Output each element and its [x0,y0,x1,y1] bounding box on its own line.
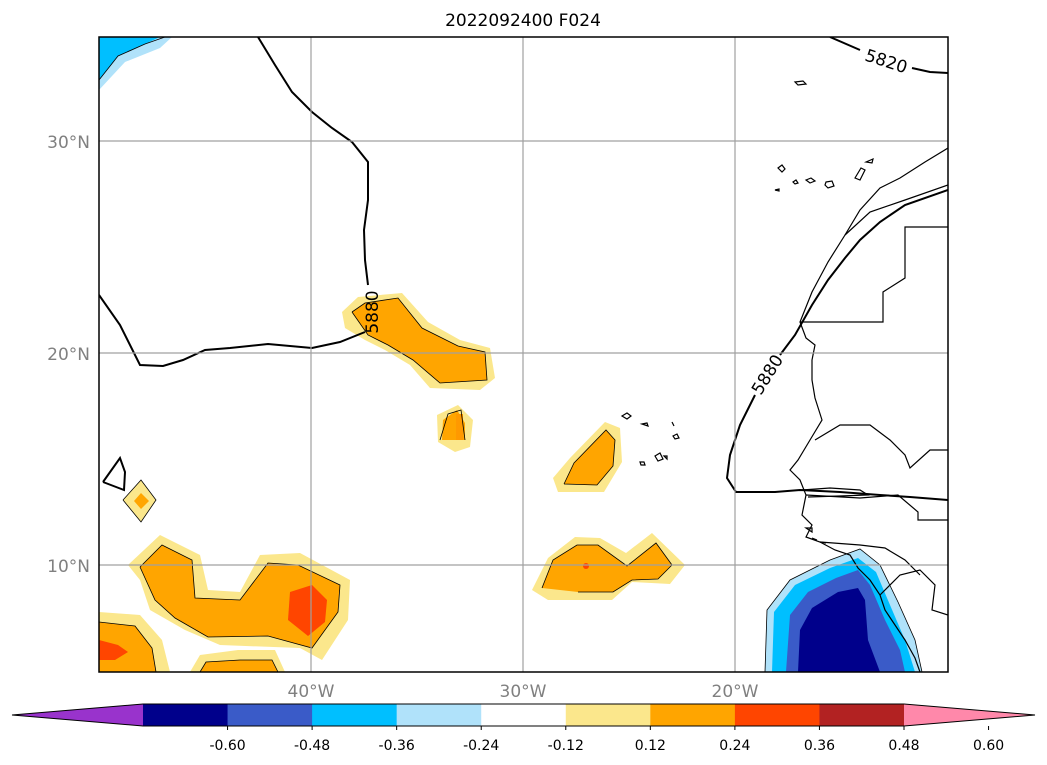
colorbar-tick-label: 0.48 [888,738,919,754]
colorbar-tick-label: -0.24 [463,738,499,754]
colorbar-tick-label: 0.24 [719,738,750,754]
anomaly-red [583,563,589,569]
anomaly-navy [798,588,880,672]
border-gambia [801,487,870,498]
colorbar-tick-label: 0.12 [635,738,666,754]
anomaly-orange [352,298,487,383]
anomaly-blob-bottom [190,650,285,672]
colorbar-segment [396,704,482,726]
graticule [99,37,948,672]
colorbar-segment [227,704,313,726]
lon-label-40w: 40°W [288,682,335,702]
colorbar-extend-high [904,704,1035,726]
colorbar-outline [11,703,1036,727]
colorbar-segment [819,704,905,726]
border-senegal [814,424,948,470]
coastlines [620,80,948,672]
anomaly-negative-southeast [765,549,922,672]
anomaly-sky [99,37,160,80]
colorbar-segment [143,704,229,726]
map-title: 2022092400 F024 [445,11,601,31]
anomaly-red [288,585,327,636]
lat-label-20n: 20°N [47,345,90,365]
anomaly-blob-small [437,405,473,452]
colorbar-segment [734,704,820,726]
map-area [99,37,948,672]
contour-5820 [911,67,948,74]
colorbar-segment [650,704,736,726]
height-contours [99,37,948,501]
colorbar-tick-label: -0.60 [209,738,245,754]
contour-small-loop [102,455,127,492]
anomaly-blob-east-1 [553,422,622,492]
border-mali [805,494,948,521]
cape-verde [620,412,680,466]
colorbar: -0.60 -0.48 -0.36 -0.24 -0.12 0.12 0.24 0.36 0.4… [11,703,1036,754]
map-frame [98,36,949,673]
colorbar-segment [312,704,398,726]
lon-label-20w: 20°W [712,682,759,702]
colorbar-tick-label: 0.36 [804,738,835,754]
contour-5880-east [779,189,948,356]
anomaly-orange [564,430,615,485]
colorbar-tick-label: -0.36 [379,738,415,754]
border-west-sahara [800,226,948,323]
anomaly-red [99,640,128,660]
madeira [793,80,808,86]
anomaly-blob-corner-southwest [99,612,170,672]
anomaly-orange [542,543,672,592]
border-morocco [844,184,948,236]
canary-islands [774,157,874,192]
contour-5820 [829,37,861,51]
anomaly-orange [140,545,340,648]
colorbar-tick-label: -0.12 [548,738,584,754]
colorbar-tick-label: 0.60 [973,738,1004,754]
border-sierra-leone [879,569,948,616]
anomaly-outlines [99,37,923,672]
anomaly-blob-east-2 [532,533,685,600]
lat-label-10n: 10°N [47,557,90,577]
contour-label-5880-west: 5880 [363,290,383,333]
contour-5880-west-lower [99,294,366,368]
anomaly-red [456,414,463,440]
anomaly-blob-southwest [128,535,350,660]
colorbar-segment [565,704,651,726]
lon-label-30w: 30°W [500,682,547,702]
colorbar-extend-low [12,704,143,726]
colorbar-tick-label: -0.48 [294,738,330,754]
contour-5880-east-lower [725,394,948,501]
anomaly-negative-northwest [99,37,172,90]
contour-5880-west [257,37,369,286]
africa-coast [789,147,948,672]
anomaly-orange [134,493,149,509]
colorbar-segment [481,704,567,726]
anomaly-orange [200,660,278,672]
lat-label-30n: 30°N [47,133,90,153]
bissagos-islands [804,527,827,544]
anomaly-blob-central-north [342,293,495,390]
